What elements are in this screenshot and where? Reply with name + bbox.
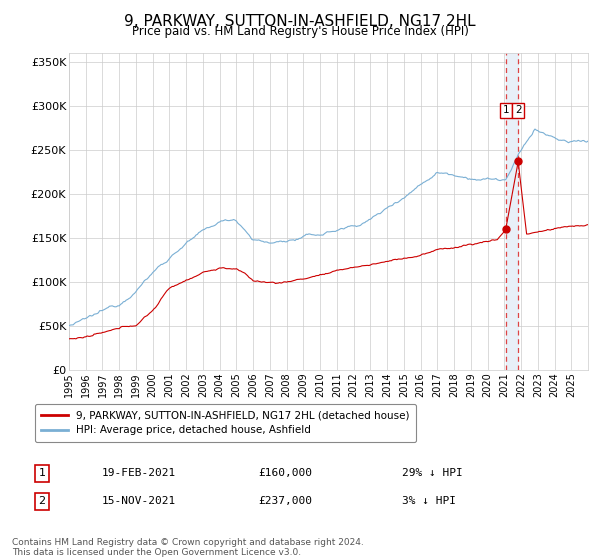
Text: 15-NOV-2021: 15-NOV-2021 [102,496,176,506]
Text: Price paid vs. HM Land Registry's House Price Index (HPI): Price paid vs. HM Land Registry's House … [131,25,469,38]
Text: 3% ↓ HPI: 3% ↓ HPI [402,496,456,506]
Legend: 9, PARKWAY, SUTTON-IN-ASHFIELD, NG17 2HL (detached house), HPI: Average price, d: 9, PARKWAY, SUTTON-IN-ASHFIELD, NG17 2HL… [35,404,416,442]
Text: £160,000: £160,000 [258,468,312,478]
Bar [506,53,518,370]
Text: £237,000: £237,000 [258,496,312,506]
Text: 9, PARKWAY, SUTTON-IN-ASHFIELD, NG17 2HL: 9, PARKWAY, SUTTON-IN-ASHFIELD, NG17 2HL [124,14,476,29]
Text: 1: 1 [38,468,46,478]
Text: 1: 1 [502,105,509,115]
Text: 2: 2 [515,105,521,115]
Text: 2: 2 [38,496,46,506]
Text: 19-FEB-2021: 19-FEB-2021 [102,468,176,478]
Text: Contains HM Land Registry data © Crown copyright and database right 2024.
This d: Contains HM Land Registry data © Crown c… [12,538,364,557]
Text: 29% ↓ HPI: 29% ↓ HPI [402,468,463,478]
